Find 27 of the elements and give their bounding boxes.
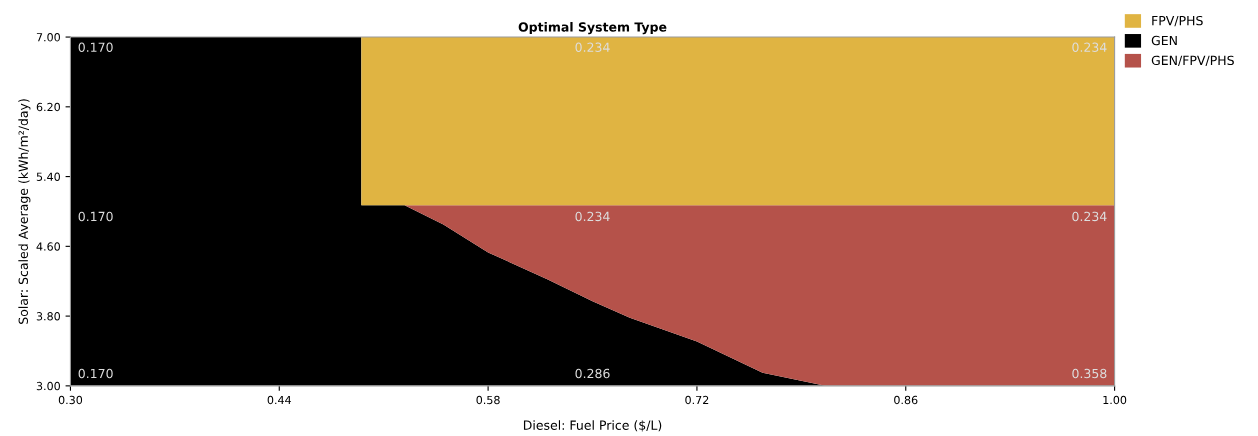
legend-label: GEN [1151,35,1177,46]
annotation: 0.234 [1072,42,1107,52]
x-tick-label: 0.72 [685,395,709,405]
annotation: 0.286 [575,368,610,379]
legend-label: FPV/PHS [1152,15,1203,27]
y-tick-label: 6.20 [36,102,60,112]
annotation: 0.234 [575,42,610,52]
annotation: 0.234 [1072,211,1107,222]
y-tick-label: 4.60 [36,242,60,251]
y-tick-label: 3.80 [36,312,60,321]
x-tick-label: 0.86 [894,395,918,405]
y-tick-label: 7.00 [36,33,60,42]
y-axis-title: Solar: Scaled Average (kWh/m²/day) [18,99,31,324]
annotation: 0.170 [78,368,113,379]
annotation: 0.358 [1072,368,1107,379]
x-tick-label: 0.58 [476,395,500,405]
x-tick-label: 0.30 [58,395,83,405]
chart-title: Optimal System Type [518,22,667,35]
annotation: 0.170 [78,42,113,52]
y-tick-label: 3.00 [36,381,60,391]
x-axis-title: Diesel: Fuel Price ($/L) [523,420,662,432]
annotation: 0.170 [78,211,113,222]
legend-label: GEN/FPV/PHS [1151,55,1234,67]
x-tick-label: 0.44 [267,395,292,405]
x-tick-label: 1.00 [1103,395,1127,405]
annotation: 0.234 [575,211,610,222]
y-tick-label: 5.40 [36,172,60,181]
